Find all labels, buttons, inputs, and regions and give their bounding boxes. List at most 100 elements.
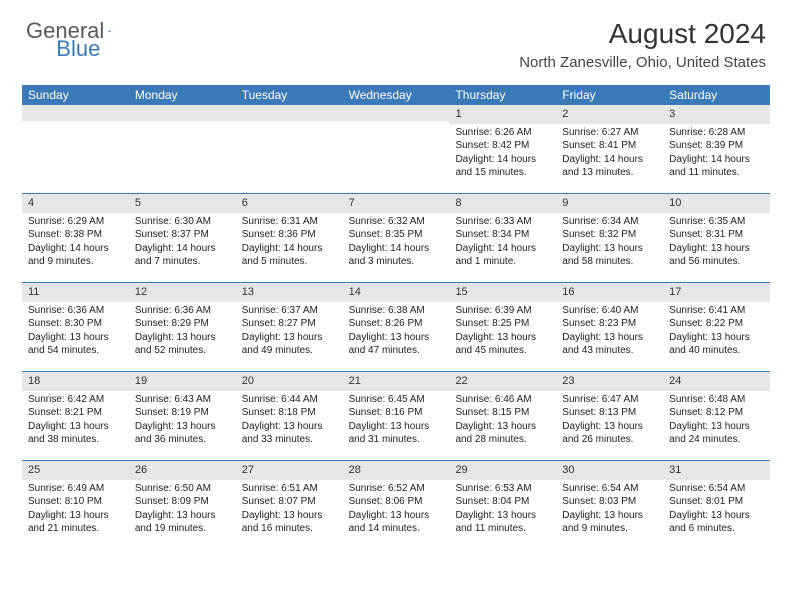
- month-title: August 2024: [519, 18, 766, 50]
- weeks-container: 1Sunrise: 6:26 AMSunset: 8:42 PMDaylight…: [22, 105, 770, 549]
- brand-part2: Blue: [56, 36, 100, 62]
- location-text: North Zanesville, Ohio, United States: [519, 54, 766, 71]
- sunset-text: Sunset: 8:26 PM: [349, 317, 444, 331]
- sunset-text: Sunset: 8:22 PM: [669, 317, 764, 331]
- day-number: 21: [343, 372, 450, 391]
- daylight-text: Daylight: 13 hours and 6 minutes.: [669, 509, 764, 536]
- daylight-text: Daylight: 13 hours and 21 minutes.: [28, 509, 123, 536]
- sunset-text: Sunset: 8:42 PM: [455, 139, 550, 153]
- calendar-cell: [22, 105, 129, 193]
- sunrise-text: Sunrise: 6:47 AM: [562, 393, 657, 407]
- day-number: 30: [556, 461, 663, 480]
- calendar-cell: 17Sunrise: 6:41 AMSunset: 8:22 PMDayligh…: [663, 283, 770, 371]
- week-row: 11 Sunrise: 6:36 AM Sunset: 8:30 PM Dayligh…: [22, 283, 770, 372]
- cell-body: [22, 121, 129, 127]
- cell-body: Sunrise: 6:28 AMSunset: 8:39 PMDaylight:…: [663, 124, 770, 184]
- sunset-text: Sunset: 8:13 PM: [562, 406, 657, 420]
- daylight-text: Daylight: 14 hours and 7 minutes.: [135, 242, 230, 269]
- sunrise-text: Sunrise: 6:45 AM: [349, 393, 444, 407]
- cell-body: Sunrise: 6:32 AMSunset: 8:35 PMDaylight:…: [343, 213, 450, 273]
- calendar-cell: 23Sunrise: 6:47 AMSunset: 8:13 PMDayligh…: [556, 372, 663, 460]
- sunrise-text: Sunrise: 6:52 AM: [349, 482, 444, 496]
- week-row: 18Sunrise: 6:42 AMSunset: 8:21 PMDayligh…: [22, 372, 770, 461]
- sunset-text: Sunset: 8:37 PM: [135, 228, 230, 242]
- calendar-cell: 27Sunrise: 6:51 AMSunset: 8:07 PMDayligh…: [236, 461, 343, 549]
- sunrise-text: Sunrise: 6:29 AM: [28, 215, 123, 229]
- cell-body: Sunrise: 6:39 AMSunset: 8:25 PMDaylight:…: [449, 302, 556, 362]
- sunrise-text: Sunrise: 6:54 AM: [669, 482, 764, 496]
- calendar-cell: 18Sunrise: 6:42 AMSunset: 8:21 PMDayligh…: [22, 372, 129, 460]
- day-number: 1: [449, 105, 556, 124]
- cell-body: [343, 121, 450, 127]
- week-row: 4Sunrise: 6:29 AMSunset: 8:38 PMDaylight…: [22, 194, 770, 283]
- cell-body: Sunrise: 6:26 AMSunset: 8:42 PMDaylight:…: [449, 124, 556, 184]
- day-number: 19: [129, 372, 236, 391]
- day-header: Saturday: [663, 85, 770, 105]
- calendar-cell: 30Sunrise: 6:54 AMSunset: 8:03 PMDayligh…: [556, 461, 663, 549]
- calendar-cell: 24Sunrise: 6:48 AMSunset: 8:12 PMDayligh…: [663, 372, 770, 460]
- sunrise-text: Sunrise: 6:39 AM: [455, 304, 550, 318]
- cell-body: Sunrise: 6:46 AMSunset: 8:15 PMDaylight:…: [449, 391, 556, 451]
- cell-body: Sunrise: 6:35 AMSunset: 8:31 PMDaylight:…: [663, 213, 770, 273]
- cell-body: Sunrise: 6:42 AMSunset: 8:21 PMDaylight:…: [22, 391, 129, 451]
- day-number: [236, 105, 343, 121]
- day-number: [343, 105, 450, 121]
- sunrise-text: Sunrise: 6:36 AM: [135, 304, 230, 318]
- day-number: 11: [22, 283, 129, 302]
- sunset-text: Sunset: 8:19 PM: [135, 406, 230, 420]
- day-number: [22, 105, 129, 121]
- sunset-text: Sunset: 8:01 PM: [669, 495, 764, 509]
- brand-logo: General Blue: [26, 18, 176, 44]
- calendar-cell: [129, 105, 236, 193]
- sunset-text: Sunset: 8:36 PM: [242, 228, 337, 242]
- daylight-text: Daylight: 13 hours and 14 minutes.: [349, 509, 444, 536]
- calendar-cell: [343, 105, 450, 193]
- calendar-cell: 3Sunrise: 6:28 AMSunset: 8:39 PMDaylight…: [663, 105, 770, 193]
- page-header: General Blue August 2024 North Zanesvill…: [0, 0, 792, 79]
- calendar-cell: 1Sunrise: 6:26 AMSunset: 8:42 PMDaylight…: [449, 105, 556, 193]
- sunset-text: Sunset: 8:38 PM: [28, 228, 123, 242]
- daylight-text: Daylight: 13 hours and 56 minutes.: [669, 242, 764, 269]
- daylight-text: Daylight: 13 hours and 38 minutes.: [28, 420, 123, 447]
- sunset-text: Sunset: 8:07 PM: [242, 495, 337, 509]
- daylight-text: Daylight: 13 hours and 52 minutes.: [135, 331, 230, 358]
- cell-body: Sunrise: 6:50 AMSunset: 8:09 PMDaylight:…: [129, 480, 236, 540]
- calendar-cell: 22Sunrise: 6:46 AMSunset: 8:15 PMDayligh…: [449, 372, 556, 460]
- calendar-cell: 28Sunrise: 6:52 AMSunset: 8:06 PMDayligh…: [343, 461, 450, 549]
- calendar-cell: [236, 105, 343, 193]
- cell-body: Sunrise: 6:41 AMSunset: 8:22 PMDaylight:…: [663, 302, 770, 362]
- sunset-text: Sunset: 8:32 PM: [562, 228, 657, 242]
- sunrise-text: Sunrise: 6:31 AM: [242, 215, 337, 229]
- sunset-text: Sunset: 8:31 PM: [669, 228, 764, 242]
- sunset-text: Sunset: 8:39 PM: [669, 139, 764, 153]
- daylight-text: Daylight: 13 hours and 36 minutes.: [135, 420, 230, 447]
- day-number: 14: [343, 283, 450, 302]
- calendar-cell: 13Sunrise: 6:37 AMSunset: 8:27 PMDayligh…: [236, 283, 343, 371]
- sunset-text: Sunset: 8:41 PM: [562, 139, 657, 153]
- daylight-text: Daylight: 13 hours and 45 minutes.: [455, 331, 550, 358]
- day-number: 10: [663, 194, 770, 213]
- daylight-text: Daylight: 13 hours and 28 minutes.: [455, 420, 550, 447]
- cell-body: Sunrise: 6:37 AMSunset: 8:27 PMDaylight:…: [236, 302, 343, 362]
- daylight-text: Daylight: 13 hours and 9 minutes.: [562, 509, 657, 536]
- daylight-text: Daylight: 13 hours and 49 minutes.: [242, 331, 337, 358]
- sunset-text: Sunset: 8:21 PM: [28, 406, 123, 420]
- cell-body: Sunrise: 6:29 AMSunset: 8:38 PMDaylight:…: [22, 213, 129, 273]
- sunset-text: Sunset: 8:30 PM: [28, 317, 123, 331]
- sunrise-text: Sunrise: 6:40 AM: [562, 304, 657, 318]
- day-number: 22: [449, 372, 556, 391]
- day-number: 24: [663, 372, 770, 391]
- day-header: Friday: [556, 85, 663, 105]
- day-number: 17: [663, 283, 770, 302]
- daylight-text: Daylight: 13 hours and 11 minutes.: [455, 509, 550, 536]
- day-number: 3: [663, 105, 770, 124]
- daylight-text: Daylight: 13 hours and 19 minutes.: [135, 509, 230, 536]
- daylight-text: Daylight: 14 hours and 1 minute.: [455, 242, 550, 269]
- sunset-text: Sunset: 8:34 PM: [455, 228, 550, 242]
- logo-triangle-icon: [108, 23, 110, 39]
- day-number: 16: [556, 283, 663, 302]
- calendar-cell: 9Sunrise: 6:34 AMSunset: 8:32 PMDaylight…: [556, 194, 663, 282]
- sunset-text: Sunset: 8:10 PM: [28, 495, 123, 509]
- cell-body: Sunrise: 6:51 AMSunset: 8:07 PMDaylight:…: [236, 480, 343, 540]
- sunrise-text: Sunrise: 6:28 AM: [669, 126, 764, 140]
